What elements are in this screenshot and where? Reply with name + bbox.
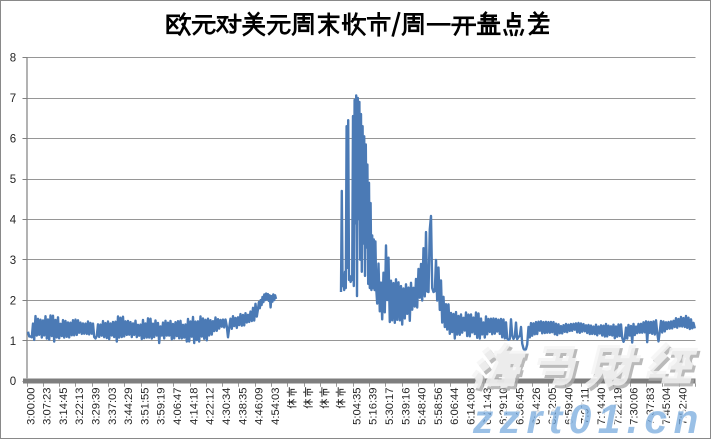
svg-text:7:22:19: 7:22:19	[612, 388, 624, 425]
svg-text:3:59:19: 3:59:19	[156, 388, 168, 425]
svg-text:6:36:45: 6:36:45	[514, 388, 526, 425]
svg-text:2: 2	[10, 295, 16, 307]
svg-text:6:14:08: 6:14:08	[466, 388, 478, 425]
svg-text:7:37:83: 7:37:83	[645, 388, 657, 425]
svg-text:5:30:17: 5:30:17	[384, 388, 396, 425]
svg-text:4:06:47: 4:06:47	[172, 388, 184, 425]
svg-text:3:07:23: 3:07:23	[42, 388, 54, 425]
svg-text:7:30:06: 7:30:06	[629, 388, 641, 425]
svg-text:3: 3	[10, 255, 16, 267]
svg-text:4:14:18: 4:14:18	[188, 388, 200, 425]
svg-text:3:51:55: 3:51:55	[139, 388, 151, 425]
svg-text:4: 4	[10, 214, 17, 226]
svg-text:1: 1	[10, 336, 16, 348]
svg-text:7:07:11: 7:07:11	[580, 388, 592, 425]
svg-text:7: 7	[10, 93, 16, 105]
svg-text:5:16:39: 5:16:39	[368, 388, 380, 425]
svg-text:7:14:40: 7:14:40	[596, 388, 608, 425]
svg-text:4:46:09: 4:46:09	[254, 388, 266, 425]
svg-text:5: 5	[10, 174, 16, 186]
svg-text:6:29:10: 6:29:10	[498, 388, 510, 425]
svg-text:6: 6	[10, 134, 16, 146]
svg-text:4:54:03: 4:54:03	[270, 388, 282, 425]
svg-text:7:52:40: 7:52:40	[678, 388, 690, 425]
svg-text:5:39:16: 5:39:16	[400, 388, 412, 425]
svg-text:6:21:43: 6:21:43	[482, 388, 494, 425]
svg-text:3:14:45: 3:14:45	[58, 388, 70, 425]
svg-text:6:44:26: 6:44:26	[531, 388, 543, 425]
svg-text:6:52:05: 6:52:05	[547, 388, 559, 425]
svg-text:3:22:13: 3:22:13	[74, 388, 86, 425]
svg-text:3:44:29: 3:44:29	[123, 388, 135, 425]
svg-text:5:04:35: 5:04:35	[351, 388, 363, 425]
svg-text:8: 8	[10, 53, 16, 65]
svg-text:6:59:40: 6:59:40	[563, 388, 575, 425]
svg-text:6:06:44: 6:06:44	[449, 388, 461, 425]
svg-text:5:48:40: 5:48:40	[417, 388, 429, 425]
svg-text:0: 0	[10, 376, 16, 388]
svg-text:7:45:04: 7:45:04	[661, 388, 673, 425]
svg-text:zzrt01.cn: zzrt01.cn	[472, 396, 705, 439]
svg-text:4:22:12: 4:22:12	[205, 388, 217, 425]
svg-text:3:29:39: 3:29:39	[91, 388, 103, 425]
svg-text:3:00:00: 3:00:00	[25, 388, 37, 425]
svg-text:3:37:03: 3:37:03	[107, 388, 119, 425]
svg-text:4:30:34: 4:30:34	[221, 388, 233, 425]
svg-text:4:38:35: 4:38:35	[237, 388, 249, 425]
svg-text:5:58:56: 5:58:56	[433, 388, 445, 425]
